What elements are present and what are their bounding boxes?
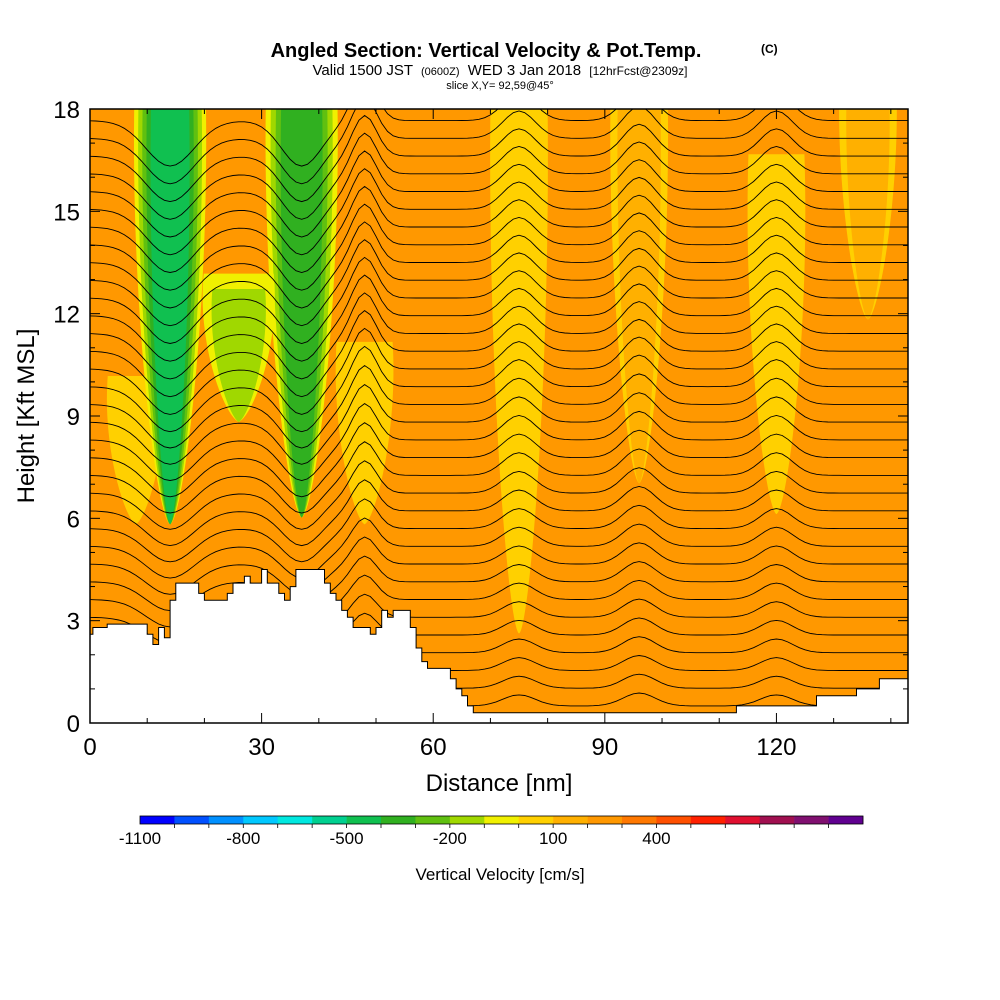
isentrope-line bbox=[90, 109, 908, 185]
colorbar-swatch bbox=[622, 816, 657, 824]
colorbar-swatch bbox=[759, 816, 795, 824]
colorbar-tick-label: -800 bbox=[226, 829, 260, 848]
colorbar-swatch bbox=[484, 816, 520, 824]
isentrope-line bbox=[90, 327, 908, 415]
colorbar-swatch bbox=[690, 816, 726, 824]
updraft-core-3-band-1 bbox=[846, 109, 890, 320]
colorbar-tick-label: -1100 bbox=[119, 829, 161, 848]
terrain-profile bbox=[90, 569, 908, 723]
isentrope-line bbox=[90, 132, 908, 220]
isentrope-line bbox=[90, 384, 908, 465]
isentrope-line bbox=[90, 114, 908, 203]
colorbar-swatch bbox=[656, 816, 692, 824]
colorbar-swatch bbox=[174, 816, 210, 824]
colorbar-swatch bbox=[346, 816, 382, 824]
colorbar-swatch bbox=[518, 816, 554, 824]
chart-title: Angled Section: Vertical Velocity & Pot.… bbox=[271, 40, 702, 62]
isentrope-line bbox=[90, 256, 908, 344]
x-tick-label: 30 bbox=[248, 734, 275, 761]
y-tick-label: 6 bbox=[67, 506, 80, 533]
colorbar-swatch bbox=[243, 816, 279, 824]
y-axis-ticks: 0 3 6 9 12 15 18 bbox=[53, 97, 908, 738]
x-tick-label: 120 bbox=[756, 734, 796, 761]
isentrope-line bbox=[90, 292, 908, 380]
isentrope-line bbox=[90, 109, 908, 167]
colorbar-swatch bbox=[553, 816, 588, 824]
isentrope-line bbox=[90, 517, 908, 579]
isentrope-line bbox=[90, 221, 908, 309]
x-tick-label: 90 bbox=[591, 734, 618, 761]
y-tick-label: 3 bbox=[67, 609, 80, 636]
isentrope-line bbox=[90, 536, 908, 595]
colorbar-swatch bbox=[381, 816, 416, 824]
colorbar-swatch bbox=[828, 816, 864, 824]
isentrope-line bbox=[90, 203, 908, 291]
isentrope-line bbox=[90, 460, 908, 530]
y-tick-label: 0 bbox=[67, 711, 80, 738]
colorbar-label: Vertical Velocity [cm/s] bbox=[415, 865, 584, 884]
colorbar-swatch bbox=[415, 816, 451, 824]
valid-date: WED 3 Jan 2018 bbox=[468, 62, 581, 79]
isentrope-line bbox=[90, 479, 908, 547]
isentrope-line bbox=[90, 364, 908, 449]
x-tick-label: 60 bbox=[420, 734, 447, 761]
colorbar-tick-label: 100 bbox=[539, 829, 567, 848]
isentrope-line bbox=[90, 498, 908, 563]
plot-area: 0 30 60 90 120 0 3 6 9 12 15 18 bbox=[53, 97, 909, 761]
isentrope-line bbox=[90, 274, 908, 362]
colorbar-tick-label: -200 bbox=[433, 829, 467, 848]
y-axis-label: Height [Kft MSL] bbox=[13, 329, 40, 504]
colorbar-swatch bbox=[725, 816, 761, 824]
chart-title-unit: (C) bbox=[761, 42, 778, 56]
x-tick-label: 0 bbox=[83, 734, 96, 761]
x-axis-label: Distance [nm] bbox=[426, 770, 573, 797]
isentrope-line bbox=[90, 150, 908, 238]
isentrope-line bbox=[90, 185, 908, 273]
valid-time: Valid 1500 JST bbox=[312, 62, 412, 79]
isentrope-line bbox=[90, 345, 908, 433]
isentrope-line bbox=[90, 441, 908, 514]
x-axis-ticks: 0 30 60 90 120 bbox=[83, 109, 892, 761]
downdraft-core-0-band-4 bbox=[150, 109, 190, 525]
colorbar-swatch bbox=[794, 816, 829, 824]
slice-info: slice X,Y= 92,59@45° bbox=[446, 80, 554, 92]
colorbar-swatch bbox=[449, 816, 485, 824]
y-tick-label: 15 bbox=[53, 199, 80, 226]
isentrope-line bbox=[90, 403, 908, 481]
y-tick-label: 12 bbox=[53, 302, 80, 329]
y-tick-label: 9 bbox=[67, 404, 80, 431]
colorbar-swatch bbox=[208, 816, 244, 824]
colorbar: -1100 -800 -500 -200 100 400 bbox=[119, 815, 864, 848]
colorbar-frame bbox=[139, 815, 864, 825]
y-tick-label: 18 bbox=[53, 97, 80, 124]
updraft-core-1-band-1 bbox=[617, 109, 661, 484]
colorbar-swatch bbox=[277, 816, 313, 824]
isentrope-line bbox=[90, 555, 908, 612]
isentrope-line bbox=[90, 422, 908, 498]
isentrope-line bbox=[90, 239, 908, 327]
downdraft-core-1-band-3 bbox=[280, 109, 323, 518]
isentrope-line bbox=[90, 168, 908, 256]
valid-zulu: (0600Z) bbox=[421, 66, 460, 78]
colorbar-tick-label: -500 bbox=[330, 829, 364, 848]
colorbar-swatch bbox=[140, 816, 175, 824]
colorbar-tick-label: 400 bbox=[642, 829, 670, 848]
terrain bbox=[90, 569, 908, 723]
chart-subtitle: Valid 1500 JST (0600Z) WED 3 Jan 2018 [1… bbox=[312, 62, 687, 79]
isentrope-line bbox=[90, 310, 908, 398]
colorbar-swatch bbox=[312, 816, 347, 824]
forecast-info: [12hrFcst@2309z] bbox=[589, 64, 687, 78]
updraft-core-0-band-0 bbox=[490, 109, 548, 634]
colorbar-swatch bbox=[587, 816, 623, 824]
